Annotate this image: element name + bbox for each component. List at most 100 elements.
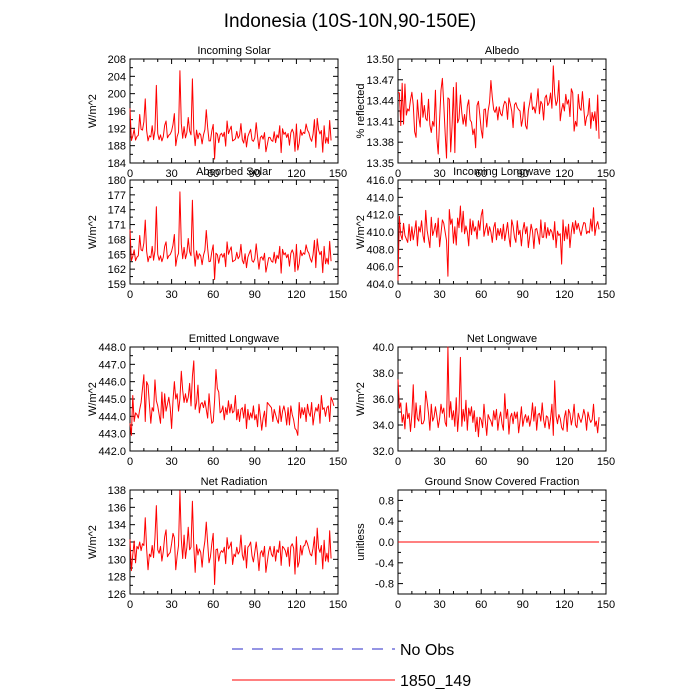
emitted-longwave-ytick-label: 444.0 (98, 411, 126, 423)
incoming-longwave-xtick-label: 60 (475, 289, 487, 301)
emitted-longwave-xtick-label: 150 (329, 456, 347, 468)
net-longwave-title: Net Longwave (467, 333, 537, 345)
absorbed-solar-ytick-label: 171 (108, 220, 126, 232)
incoming-solar-xtick-label: 150 (329, 168, 347, 180)
incoming-longwave-ytick-label: 404.0 (366, 279, 394, 291)
incoming-longwave-xtick-label: 120 (555, 289, 573, 301)
emitted-longwave-ylabel: W/m^2 (87, 382, 99, 416)
net-radiation-ytick-label: 128 (108, 572, 126, 584)
net-longwave-ytick-label: 34.0 (373, 420, 394, 432)
ground-snow-covered-fraction-xtick-label: 90 (517, 599, 529, 611)
incoming-longwave-xtick-label: 0 (395, 289, 401, 301)
panel-net-longwave: Net Longwave W/m^2 0 30 60 90 120 150 32.0 34.0 36… (355, 333, 615, 468)
net-longwave-xtick-label: 150 (597, 456, 615, 468)
incoming-solar-series-line (129, 70, 332, 160)
net-radiation-ytick-label: 132 (108, 537, 126, 549)
net-longwave-ytick-label: 36.0 (373, 394, 394, 406)
ground-snow-covered-fraction-xtick-label: 120 (555, 599, 573, 611)
absorbed-solar-ytick-label: 177 (108, 190, 126, 202)
emitted-longwave-xtick-label: 0 (127, 456, 133, 468)
ground-snow-covered-fraction-ytick-label: -0.4 (375, 558, 394, 570)
incoming-longwave-xtick-label: 150 (597, 289, 615, 301)
net-longwave-series-line (397, 346, 600, 438)
albedo-xtick-label: 90 (517, 168, 529, 180)
emitted-longwave-ytick-label: 442.0 (98, 446, 126, 458)
net-longwave-ytick-label: 40.0 (373, 342, 394, 354)
absorbed-solar-series-line (129, 191, 332, 281)
incoming-longwave-ytick-label: 408.0 (366, 244, 394, 256)
incoming-longwave-xtick-label: 30 (433, 289, 445, 301)
emitted-longwave-ytick-label: 446.0 (98, 377, 126, 389)
ground-snow-covered-fraction-ylabel: unitless (355, 523, 367, 561)
net-longwave-xtick-label: 90 (517, 456, 529, 468)
panel-incoming-solar: Incoming Solar W/m^2 0 30 60 90 120 150 184 188 19… (87, 45, 347, 180)
net-longwave-xtick-label: 60 (475, 456, 487, 468)
net-longwave-xtick-label: 0 (395, 456, 401, 468)
net-radiation-ytick-label: 136 (108, 502, 126, 514)
absorbed-solar-ytick-label: 174 (108, 205, 126, 217)
incoming-solar-xtick-label: 0 (127, 168, 133, 180)
incoming-solar-xtick-label: 60 (207, 168, 219, 180)
legend-no-obs-label: No Obs (400, 642, 454, 659)
emitted-longwave-series-line (129, 360, 335, 436)
net-longwave-xtick-label: 120 (555, 456, 573, 468)
absorbed-solar-title: Absorbed Solar (196, 166, 272, 178)
net-radiation-ytick-label: 134 (108, 520, 126, 532)
absorbed-solar-xtick-label: 30 (165, 289, 177, 301)
net-longwave-ytick-label: 32.0 (373, 446, 394, 458)
net-radiation-xtick-label: 120 (287, 599, 305, 611)
absorbed-solar-xtick-label: 0 (127, 289, 133, 301)
ground-snow-covered-fraction-ytick-label: -0.8 (375, 579, 394, 591)
net-radiation-xtick-label: 0 (127, 599, 133, 611)
incoming-longwave-series-line (397, 205, 600, 281)
incoming-solar-xtick-label: 90 (249, 168, 261, 180)
emitted-longwave-ytick-label: 445.0 (98, 394, 126, 406)
absorbed-solar-ylabel: W/m^2 (87, 215, 99, 249)
incoming-solar-xtick-label: 30 (165, 168, 177, 180)
albedo-xtick-label: 0 (395, 168, 401, 180)
incoming-solar-frame (129, 58, 339, 164)
net-radiation-xtick-label: 90 (249, 599, 261, 611)
albedo-title: Albedo (485, 45, 519, 57)
incoming-solar-ytick-label: 192 (108, 123, 126, 135)
net-radiation-xtick-label: 30 (165, 599, 177, 611)
incoming-longwave-ytick-label: 414.0 (366, 192, 394, 204)
net-radiation-xtick-label: 150 (329, 599, 347, 611)
albedo-xtick-label: 120 (555, 168, 573, 180)
incoming-longwave-frame (397, 179, 607, 285)
incoming-longwave-ytick-label: 406.0 (366, 262, 394, 274)
panel-net-radiation: Net Radiation W/m^2 0 30 60 90 120 150 126 128 130… (87, 476, 347, 611)
net-radiation-ytick-label: 138 (108, 485, 126, 497)
absorbed-solar-xtick-label: 90 (249, 289, 261, 301)
ground-snow-covered-fraction-xtick-label: 150 (597, 599, 615, 611)
incoming-solar-ytick-label: 200 (108, 89, 126, 101)
net-radiation-series-line (129, 490, 332, 585)
incoming-solar-ytick-label: 196 (108, 106, 126, 118)
panel-absorbed-solar: Absorbed Solar W/m^2 0 30 60 90 120 150 159 162 16… (87, 166, 347, 301)
absorbed-solar-xtick-label: 150 (329, 289, 347, 301)
incoming-solar-ytick-label: 184 (108, 158, 126, 170)
absorbed-solar-ytick-label: 168 (108, 234, 126, 246)
panel-ground-snow-covered-fraction: Ground Snow Covered Fraction unitless 0 30 6… (355, 476, 615, 611)
emitted-longwave-ytick-label: 447.0 (98, 359, 126, 371)
panel-incoming-longwave: Incoming Longwave W/m^2 0 30 60 90 120 150 404.0… (355, 166, 615, 301)
absorbed-solar-ytick-label: 159 (108, 279, 126, 291)
absorbed-solar-xtick-label: 60 (207, 289, 219, 301)
legend-1850-149-label: 1850_149 (400, 673, 471, 690)
albedo-ytick-label: 13.47 (366, 75, 394, 87)
incoming-longwave-xtick-label: 90 (517, 289, 529, 301)
ground-snow-covered-fraction-xtick-label: 60 (475, 599, 487, 611)
ground-snow-covered-fraction-ytick-label: 0.8 (379, 495, 394, 507)
albedo-ytick-label: 13.50 (366, 54, 394, 66)
incoming-solar-ytick-label: 188 (108, 141, 126, 153)
panel-emitted-longwave: Emitted Longwave W/m^2 0 30 60 90 120 150 442.0 4… (87, 333, 347, 468)
emitted-longwave-xtick-label: 60 (207, 456, 219, 468)
page-title: Indonesia (10S-10N,90-150E) (224, 11, 476, 32)
net-radiation-title: Net Radiation (201, 476, 268, 488)
ground-snow-covered-fraction-ytick-label: 0.4 (379, 516, 394, 528)
net-radiation-ytick-label: 126 (108, 589, 126, 601)
absorbed-solar-ytick-label: 180 (108, 175, 126, 187)
albedo-xtick-label: 30 (433, 168, 445, 180)
albedo-ylabel: % reflected (355, 83, 367, 138)
albedo-ytick-label: 13.44 (366, 96, 394, 108)
